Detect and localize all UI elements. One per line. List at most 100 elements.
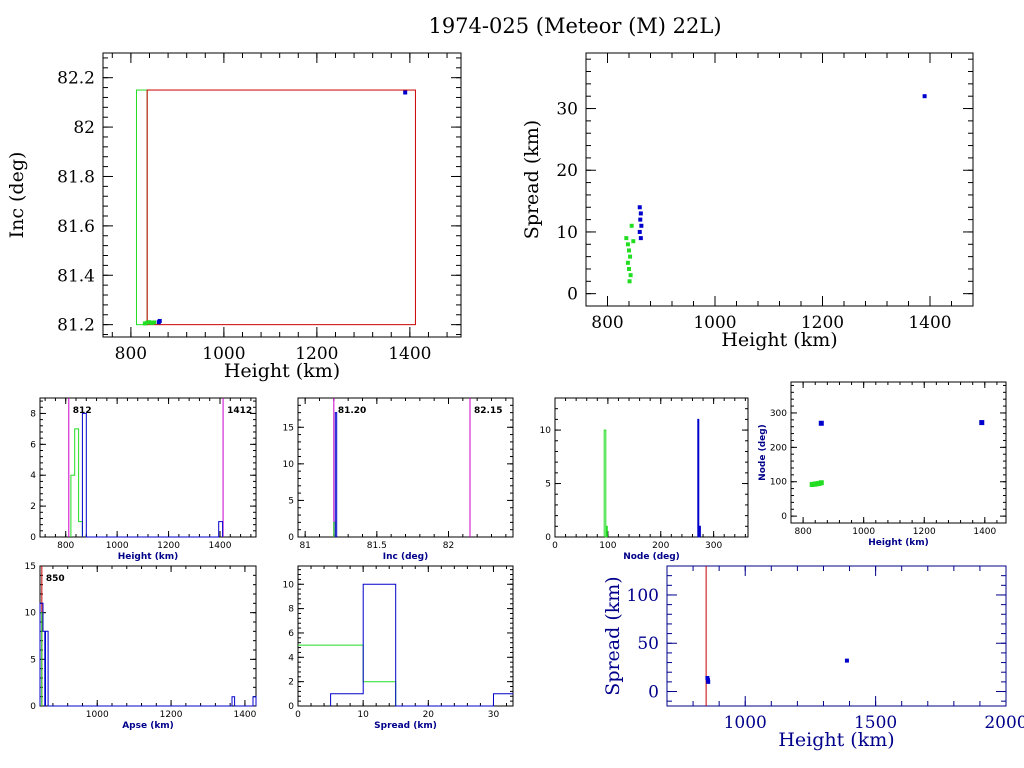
spread-vs-height-point-blue	[922, 94, 927, 99]
spread-vs-height-wide-point-blue	[844, 658, 849, 663]
inc-vs-height-box-red	[146, 89, 416, 326]
inc-vs-height-xlabel: Height (km)	[224, 360, 340, 382]
spread-vs-height-point-blue	[639, 223, 644, 228]
node-histogram-xtick-label: 100	[599, 541, 616, 551]
node-histogram-xtick-label: 300	[705, 541, 722, 551]
inc-histogram-marker-label: 82.15	[474, 406, 502, 416]
spread-vs-height-point-green	[627, 248, 631, 253]
spread-vs-height-wide-frame	[666, 565, 1007, 707]
node-vs-height-point-blue	[818, 420, 824, 426]
spread-histogram-ytick-label: 8	[288, 605, 294, 615]
node-histogram-steps-green	[603, 429, 608, 538]
node-histogram-chart: 0 100 200 300 0 5 10 Node (deg)	[540, 397, 749, 562]
apse-histogram-chart: 1000 1200 1400 0 5 10 15 Apse (km) 850	[25, 562, 257, 731]
spread-vs-height-point-green	[627, 279, 632, 284]
spread-histogram-ytick-label: 6	[288, 629, 294, 639]
inc-vs-height-point-green	[147, 320, 152, 325]
inc-vs-height-point-blue	[157, 318, 162, 323]
spread-vs-height-xtick-label: 1400	[908, 313, 951, 333]
spread-vs-height-ytick-label: 0	[567, 285, 578, 305]
spread-vs-height-wide-xtick-label: 1000	[724, 713, 767, 733]
inc-vs-height-point-green	[145, 320, 150, 325]
spread-histogram-xtick-label: 30	[488, 710, 500, 720]
spread-vs-height-point-green	[629, 223, 634, 228]
spread-vs-height-wide-xlabel: Height (km)	[778, 729, 894, 751]
inc-vs-height-point-blue	[403, 90, 408, 95]
node-vs-height-ytick-label: 200	[770, 443, 787, 453]
height-histogram-xlabel: Height (km)	[118, 552, 179, 562]
height-histogram-marker-label: 812	[73, 406, 92, 416]
height-histogram-ytick-label: 2	[30, 502, 36, 512]
apse-histogram-marker-label: 850	[46, 574, 65, 584]
inc-vs-height-ytick-label: 82.2	[57, 69, 95, 89]
spread-vs-height-point-green	[624, 236, 629, 241]
spread-histogram-ytick-label: 2	[288, 678, 294, 688]
height-histogram-ytick-label: 0	[30, 533, 36, 543]
node-histogram-ytick-label: 10	[540, 426, 552, 436]
spread-vs-height-wide-ytick-label: 0	[648, 683, 659, 703]
inc-histogram-marker-label: 81.20	[338, 406, 366, 416]
spread-vs-height-point-green	[628, 254, 633, 259]
inc-vs-height-xtick-label: 1000	[202, 344, 245, 364]
node-vs-height-xtick-label: 1200	[913, 527, 936, 537]
inc-vs-height-ylabel: Inc (deg)	[6, 152, 28, 239]
spread-vs-height-xtick-label: 1000	[693, 313, 736, 333]
spread-vs-height-wide-chart: 1000 1500 2000 0 50 100 Height (km) Spread (km)	[602, 565, 1024, 751]
spread-histogram-ytick-label: 0	[288, 702, 294, 712]
inc-vs-height-point-green	[152, 320, 157, 325]
height-histogram-steps-blue	[81, 412, 224, 538]
inc-histogram-steps-blue	[334, 412, 338, 537]
spread-histogram-ytick-label: 4	[288, 653, 294, 663]
spread-vs-height-point-blue	[638, 236, 643, 241]
apse-histogram-ytick-label: 15	[25, 562, 36, 572]
spread-vs-height-ytick-label: 10	[556, 223, 578, 243]
inc-vs-height-ytick-label: 82	[73, 118, 95, 138]
inc-histogram-ytick-label: 0	[288, 533, 294, 543]
spread-histogram-xtick-label: 10	[357, 710, 369, 720]
spread-vs-height-xtick-label: 800	[591, 313, 623, 333]
spread-vs-height-wide-xtick-label: 2000	[984, 713, 1024, 733]
spread-vs-height-wide-ylabel: Spread (km)	[602, 576, 624, 695]
apse-histogram-xtick-label: 1200	[160, 710, 183, 720]
spread-histogram-xtick-label: 20	[423, 710, 435, 720]
spread-vs-height-ytick-label: 30	[556, 100, 578, 120]
spread-vs-height-wide-ytick-label: 50	[637, 634, 659, 654]
spread-vs-height-point-blue	[638, 217, 643, 222]
inc-vs-height-point-green	[149, 320, 154, 325]
height-histogram-marker-label: 1412	[227, 406, 252, 416]
spread-vs-height-ytick-label: 20	[556, 161, 578, 181]
inc-vs-height-ytick-label: 81.2	[57, 316, 95, 336]
node-vs-height-xtick-label: 1000	[852, 527, 875, 537]
spread-histogram-steps-green	[298, 644, 397, 706]
node-histogram-xlabel: Node (deg)	[623, 552, 680, 562]
node-histogram-xtick-label: 200	[652, 541, 669, 551]
spread-vs-height-point-blue	[637, 229, 642, 234]
spread-histogram-ytick-label: 10	[283, 580, 295, 590]
height-histogram-frame	[39, 397, 257, 538]
height-histogram-ytick-label: 4	[30, 471, 36, 481]
node-vs-height-xtick-label: 1400	[973, 527, 996, 537]
spread-vs-height-point-blue	[638, 211, 643, 216]
inc-vs-height-box-green	[135, 89, 148, 326]
node-histogram-ytick-label: 0	[545, 533, 551, 543]
spread-vs-height-point-blue	[637, 205, 642, 210]
page-title: 1974-025 (Meteor (M) 22L)	[428, 14, 722, 38]
height-histogram-ytick-label: 6	[30, 440, 36, 450]
node-vs-height-xlabel: Height (km)	[868, 538, 929, 548]
inc-vs-height-ytick-label: 81.4	[57, 266, 95, 286]
inc-histogram-xlabel: Inc (deg)	[383, 552, 428, 562]
node-vs-height-point-green	[818, 480, 824, 486]
spread-histogram-steps-blue	[330, 583, 513, 707]
apse-histogram-xtick-label: 1000	[86, 710, 109, 720]
inc-vs-height-point-green	[142, 321, 147, 326]
inc-vs-height-xtick-label: 800	[115, 344, 147, 364]
inc-histogram-xtick-label: 81.5	[367, 541, 387, 551]
spread-histogram-xlabel: Spread (km)	[374, 721, 437, 731]
spread-vs-height-wide-point-blue	[706, 679, 711, 684]
spread-vs-height-ylabel: Spread (km)	[521, 120, 543, 239]
spread-histogram-xtick-label: 0	[295, 710, 301, 720]
inc-histogram-xtick-label: 81	[299, 541, 310, 551]
node-vs-height-ytick-label: 100	[770, 478, 787, 488]
spread-vs-height-point-green	[627, 266, 631, 271]
